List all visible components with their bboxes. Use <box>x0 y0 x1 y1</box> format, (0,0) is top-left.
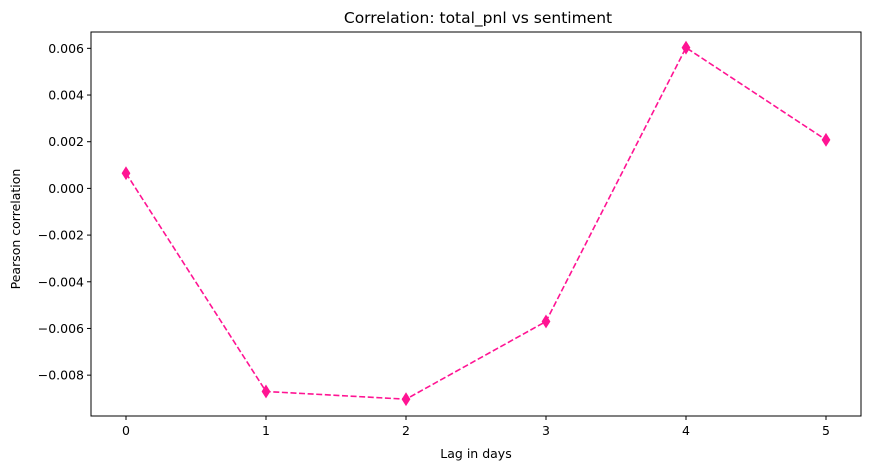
y-tick-label: 0.002 <box>48 134 84 149</box>
data-point-marker <box>821 132 831 147</box>
y-tick-label: −0.002 <box>38 228 84 243</box>
x-tick-label: 5 <box>822 423 830 438</box>
y-tick-label: 0.004 <box>48 88 84 103</box>
x-tick-label: 3 <box>542 423 550 438</box>
y-tick-label: −0.006 <box>38 321 84 336</box>
data-point-marker <box>261 384 271 399</box>
y-axis-label: Pearson correlation <box>8 169 23 290</box>
y-tick-label: −0.008 <box>38 368 84 383</box>
x-axis-label: Lag in days <box>440 446 511 461</box>
plot-area <box>121 40 831 407</box>
x-tick-label: 1 <box>262 423 270 438</box>
x-axis: 0 1 2 3 4 5 <box>122 416 830 438</box>
y-tick-label: 0.000 <box>48 181 84 196</box>
x-tick-label: 2 <box>402 423 410 438</box>
y-tick-label: −0.004 <box>38 274 84 289</box>
data-point-marker <box>121 166 131 181</box>
y-axis: 0.006 0.004 0.002 0.000 −0.002 −0.004 −0.006 −0… <box>38 41 91 383</box>
data-point-marker <box>681 40 691 55</box>
x-tick-label: 0 <box>122 423 130 438</box>
data-point-marker <box>541 314 551 329</box>
y-tick-label: 0.006 <box>48 41 84 56</box>
x-tick-label: 4 <box>682 423 690 438</box>
data-point-marker <box>401 392 411 407</box>
chart-title: Correlation: total_pnl vs sentiment <box>344 9 612 28</box>
axes-frame <box>90 31 862 417</box>
series-line <box>125 46 827 401</box>
